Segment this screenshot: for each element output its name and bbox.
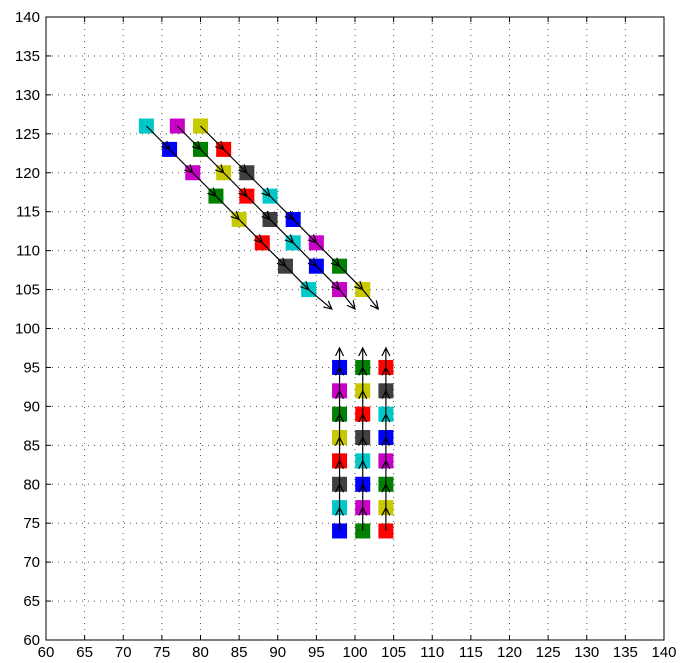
y-tick-label: 90: [23, 398, 40, 415]
x-tick-label: 85: [231, 644, 248, 661]
diagonal-arrow: [192, 172, 216, 196]
tick-labels: 60 65 70 75 80 85 90 95 100 105 110 115 120 125 130 135…: [15, 9, 677, 661]
y-tick-label: 80: [23, 476, 40, 493]
y-tick-label: 115: [16, 204, 40, 221]
y-tick-label: 120: [15, 165, 40, 182]
y-tick-label: 70: [23, 554, 40, 571]
x-tick-label: 95: [308, 644, 325, 661]
y-tick-label: 130: [15, 87, 40, 104]
y-tick-label: 100: [15, 321, 40, 338]
y-tick-label: 85: [23, 437, 40, 454]
diagonal-arrow: [223, 172, 247, 196]
y-tick-label: 105: [15, 282, 40, 299]
diagonal-arrow: [292, 242, 316, 266]
x-tick-label: 140: [651, 644, 676, 661]
x-tick-label: 75: [154, 644, 171, 661]
x-tick-label: 125: [536, 644, 561, 661]
x-tick-label: 110: [420, 644, 444, 661]
y-tick-label: 135: [15, 48, 40, 65]
x-tick-label: 105: [381, 644, 406, 661]
y-tick-label: 125: [15, 126, 40, 143]
diagonal-arrow: [315, 242, 339, 266]
y-tick-label: 60: [23, 632, 40, 649]
diagonal-arrow: [238, 219, 262, 242]
y-tick-label: 110: [16, 243, 40, 260]
x-tick-label: 100: [342, 644, 367, 661]
ticks: [45, 16, 665, 641]
x-tick-label: 135: [613, 644, 638, 661]
grid: [46, 17, 664, 640]
diagonal-arrow: [292, 219, 316, 242]
axes-frame: [45, 16, 665, 641]
diagonal-arrow: [269, 195, 293, 219]
diagonal-arrow: [308, 289, 332, 309]
diagonal-arrow: [315, 265, 339, 289]
data-markers: [138, 118, 394, 539]
diagonal-arrow: [285, 265, 308, 289]
diagonal-arrow: [339, 289, 355, 309]
x-tick-label: 60: [38, 644, 55, 661]
diagonal-arrow: [176, 125, 200, 149]
diagonal-arrow: [362, 289, 378, 309]
diagonal-arrow: [246, 172, 270, 196]
diagonal-arrow: [269, 219, 293, 242]
diagonal-arrow: [215, 195, 239, 219]
diagonal-arrow: [223, 148, 247, 172]
diagonal-arrow: [169, 148, 193, 172]
x-tick-label: 115: [459, 644, 483, 661]
x-tick-label: 65: [76, 644, 93, 661]
x-tick-label: 120: [497, 644, 522, 661]
trajectory-arrows: [145, 125, 385, 531]
y-tick-label: 65: [23, 593, 40, 610]
y-tick-label: 95: [23, 359, 40, 376]
diagonal-arrow: [246, 195, 270, 219]
diagonal-arrow: [261, 242, 285, 266]
diagonal-arrow: [200, 125, 224, 149]
x-tick-label: 70: [115, 644, 132, 661]
x-tick-label: 130: [574, 644, 599, 661]
diagonal-arrow: [145, 125, 169, 149]
diagonal-arrow: [339, 265, 363, 289]
y-tick-label: 140: [15, 9, 40, 26]
x-tick-label: 80: [192, 644, 209, 661]
x-tick-label: 90: [269, 644, 286, 661]
y-tick-label: 75: [23, 515, 40, 532]
diagonal-arrow: [200, 148, 224, 172]
